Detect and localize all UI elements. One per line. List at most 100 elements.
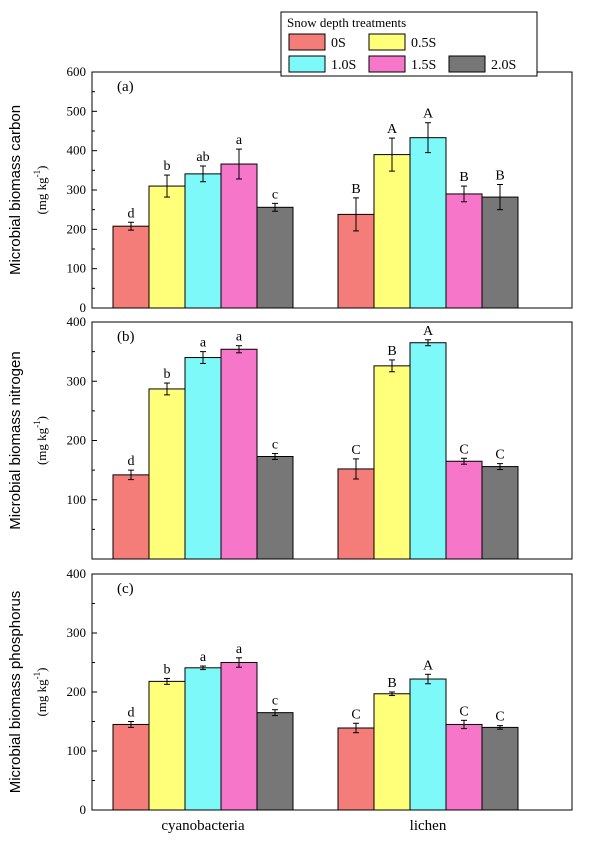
significance-letter: C (459, 704, 468, 719)
panel-1: 0 100 200 300 400 500 600 (a) Microbial biomass … (7, 64, 573, 315)
y-axis-unit: (mg kg-1) (32, 416, 49, 465)
bar-1.5S-cyanobacteria (220, 662, 258, 811)
significance-letter: a (236, 642, 243, 657)
bar-0.5S-cyanobacteria (148, 680, 186, 811)
y-axis-title: Microbial biomass phosphorus (7, 591, 24, 794)
bar-2.0S-lichen (481, 466, 519, 560)
legend-label: 0.5S (411, 36, 436, 51)
bar-2.0S-cyanobacteria (256, 206, 294, 309)
significance-letter: C (459, 442, 468, 457)
panel-2: 100 200 300 400 (b) Microbial biomass nitroge… (7, 314, 573, 560)
bar-1.5S-lichen (445, 723, 483, 811)
significance-letter: B (495, 168, 504, 183)
significance-letter: C (351, 707, 360, 722)
legend-label: 0S (331, 36, 346, 51)
y-tick-label: 0 (80, 300, 87, 315)
legend-swatch (288, 55, 326, 73)
y-axis-title: Microbial biomass nitrogen (7, 351, 24, 529)
y-tick-label: 400 (67, 314, 87, 329)
panel-label: (b) (117, 329, 135, 345)
y-axis-unit-text: (mg kg (34, 427, 49, 465)
significance-letter: a (200, 336, 207, 351)
panel-label: (a) (117, 79, 134, 95)
bar-2.0S-lichen (481, 196, 519, 309)
y-tick-label: 400 (67, 566, 87, 581)
significance-letter: A (423, 107, 434, 122)
y-tick-label: 100 (67, 492, 87, 507)
significance-letter: B (351, 182, 360, 197)
bar-1.5S-cyanobacteria (220, 348, 258, 560)
y-axis-unit-superscript: -1 (32, 170, 42, 178)
bar-1.5S-lichen (445, 193, 483, 309)
bar-2.0S-cyanobacteria (256, 712, 294, 811)
significance-letter: b (164, 662, 171, 677)
bar-1.5S-cyanobacteria (220, 163, 258, 309)
bar-0S-cyanobacteria (112, 225, 150, 309)
legend-swatch (448, 55, 486, 73)
significance-letter: B (387, 676, 396, 691)
significance-letter: C (495, 448, 504, 463)
y-tick-label: 0 (80, 802, 87, 817)
significance-letter: d (128, 206, 135, 221)
legend-title: Snow depth treatments (287, 15, 406, 30)
bar-0.5S-cyanobacteria (148, 185, 186, 309)
legend-label: 2.0S (491, 58, 516, 73)
bar-1.5S-lichen (445, 460, 483, 560)
y-axis-unit-close: ) (34, 667, 49, 671)
significance-letter: c (272, 438, 278, 453)
bar-1.0S-cyanobacteria (184, 173, 222, 309)
y-tick-label: 300 (67, 182, 87, 197)
significance-letter: C (495, 710, 504, 725)
significance-letter: d (128, 454, 135, 469)
bar-1.0S-lichen (409, 137, 447, 309)
bar-0S-cyanobacteria (112, 723, 150, 811)
legend-swatch (368, 55, 406, 73)
significance-letter: A (423, 658, 434, 673)
y-axis-unit-superscript: -1 (32, 672, 42, 680)
legend-label: 1.5S (411, 58, 436, 73)
y-axis-unit-text: (mg kg (34, 177, 49, 215)
legend-swatch (368, 33, 406, 51)
bar-1.0S-cyanobacteria (184, 357, 222, 560)
y-tick-label: 300 (67, 373, 87, 388)
significance-letter: ab (196, 150, 209, 165)
y-tick-label: 500 (67, 103, 87, 118)
significance-letter: a (200, 650, 207, 665)
significance-letter: B (387, 344, 396, 359)
bar-1.0S-cyanobacteria (184, 667, 222, 811)
y-axis-unit: (mg kg-1) (32, 165, 49, 214)
significance-letter: d (128, 706, 135, 721)
panel-3: 0 100 200 300 400 (c) Microbial biomass phosph… (7, 566, 573, 834)
y-tick-label: 100 (67, 261, 87, 276)
significance-letter: c (272, 187, 278, 202)
y-tick-label: 300 (67, 625, 87, 640)
significance-letter: b (164, 367, 171, 382)
y-axis-unit-text: (mg kg (34, 679, 49, 717)
bar-0S-lichen (337, 468, 375, 560)
significance-letter: a (236, 330, 243, 345)
bar-2.0S-cyanobacteria (256, 455, 294, 560)
significance-letter: C (351, 443, 360, 458)
y-tick-label: 400 (67, 143, 87, 158)
significance-letter: B (459, 170, 468, 185)
y-tick-label: 600 (67, 64, 87, 79)
bar-2.0S-lichen (481, 726, 519, 811)
bar-1.0S-lichen (409, 678, 447, 811)
bar-0.5S-lichen (373, 154, 411, 309)
significance-letter: A (423, 324, 434, 339)
y-axis-unit-superscript: -1 (32, 420, 42, 428)
bar-1.0S-lichen (409, 342, 447, 560)
x-category-label: lichen (410, 818, 447, 834)
y-tick-label: 200 (67, 684, 87, 699)
y-tick-label: 100 (67, 743, 87, 758)
y-axis-unit-close: ) (34, 416, 49, 420)
y-axis-unit: (mg kg-1) (32, 667, 49, 716)
legend-swatch (288, 33, 326, 51)
y-tick-label: 200 (67, 221, 87, 236)
legend: Snow depth treatments 0S 0.5S 1.0S 1.5S 2.0S (280, 11, 538, 77)
bar-0.5S-cyanobacteria (148, 388, 186, 560)
x-category-label: cyanobacteria (161, 818, 245, 834)
legend-label: 1.0S (331, 58, 356, 73)
y-axis-title: Microbial biomass carbon (7, 105, 24, 275)
